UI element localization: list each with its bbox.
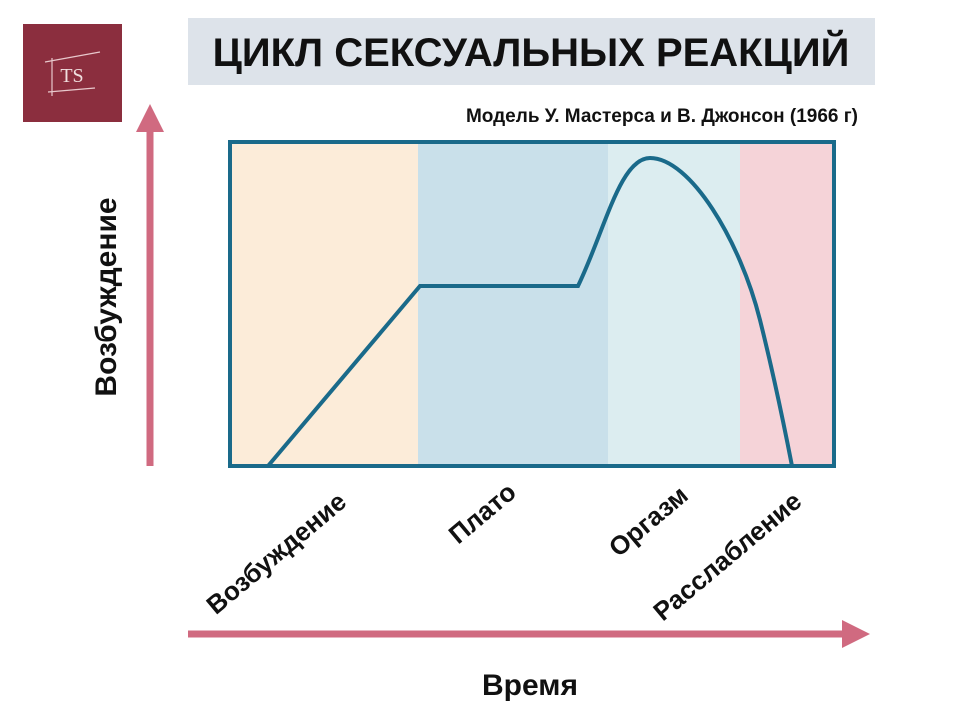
chart-panel [228, 140, 836, 468]
logo-lines [44, 51, 101, 96]
logo [23, 24, 122, 122]
phase-label: Оргазм [603, 480, 694, 563]
title: ЦИКЛ СЕКСУАЛЬНЫХ РЕАКЦИЙ [213, 29, 850, 75]
title-banner [188, 18, 875, 85]
region [418, 142, 608, 466]
y-axis-label: Возбуждение [90, 197, 123, 396]
region [608, 142, 740, 466]
region [230, 142, 418, 466]
phase-label: Возбуждение [200, 486, 352, 620]
frame [228, 140, 836, 468]
phase-label: Плато [443, 477, 522, 550]
subtitle: Модель У. Мастерса и В. Джонсон (1966 г) [466, 106, 858, 127]
x-axis-label: Время [482, 669, 578, 702]
response-curve [266, 155, 794, 468]
logo-text: TS [60, 65, 83, 87]
